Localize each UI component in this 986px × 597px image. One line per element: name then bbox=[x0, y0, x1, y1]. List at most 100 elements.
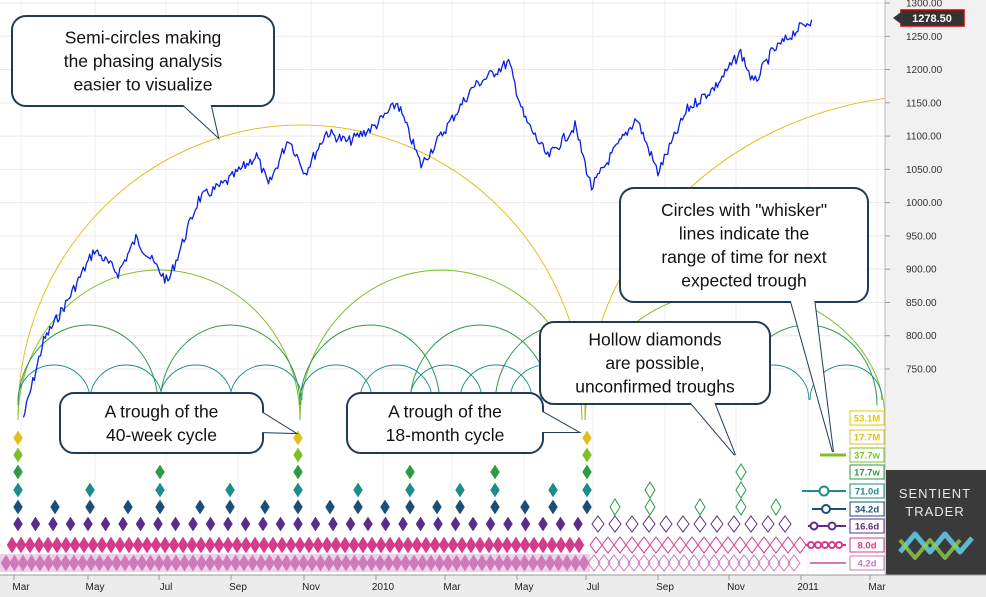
trough-diamond bbox=[85, 482, 95, 498]
callout-box bbox=[539, 321, 771, 405]
callout-whisker-circles: Circles with "whisker" lines indicate the… bbox=[619, 187, 869, 453]
unconfirmed-trough-diamond bbox=[727, 554, 741, 572]
trough-diamond bbox=[222, 536, 234, 554]
trough-diamond bbox=[196, 554, 207, 572]
unconfirmed-trough-diamond bbox=[697, 536, 711, 554]
trough-diamond bbox=[490, 482, 500, 498]
trough-diamond bbox=[24, 536, 36, 554]
trough-diamond bbox=[68, 554, 80, 572]
trough-diamond bbox=[195, 536, 207, 554]
trough-diamond bbox=[223, 516, 233, 532]
x-tick-label: 2011 bbox=[797, 582, 819, 593]
trough-diamond bbox=[503, 516, 513, 532]
arc-20-week-cycle bbox=[159, 324, 301, 406]
trough-diamond bbox=[177, 536, 189, 554]
cycle-label-5: 34.2d bbox=[855, 505, 879, 516]
trough-diamond bbox=[501, 536, 513, 554]
callout-tail-mask bbox=[258, 410, 295, 433]
cycle-label-box bbox=[849, 501, 885, 517]
unconfirmed-trough-diamond bbox=[676, 515, 690, 533]
trough-diamond bbox=[260, 499, 270, 515]
arc-80-day-cycle bbox=[89, 364, 163, 401]
trough-diamond bbox=[456, 536, 468, 554]
trough-diamond bbox=[249, 536, 261, 554]
trough-diamond bbox=[285, 536, 297, 554]
unconfirmed-trough-diamond bbox=[697, 554, 711, 572]
trough-diamond bbox=[492, 536, 504, 554]
arc-80-day-cycle bbox=[229, 364, 303, 401]
trough-diamond bbox=[490, 499, 500, 515]
callout-text-line: 40-week cycle bbox=[106, 425, 217, 445]
arc-80-day-cycle bbox=[459, 364, 533, 401]
trough-diamond bbox=[13, 499, 23, 515]
unconfirmed-trough-diamond bbox=[694, 498, 706, 516]
trough-diamond bbox=[123, 499, 133, 515]
trough-diamond bbox=[332, 554, 343, 572]
callout-40-week-trough: A trough of the 40-week cycle bbox=[59, 392, 299, 454]
y-tick-label: 1250.00 bbox=[906, 32, 943, 43]
trough-diamond bbox=[537, 536, 549, 554]
trough-diamond bbox=[170, 554, 182, 572]
trough-diamond bbox=[293, 482, 303, 498]
trough-diamond bbox=[325, 499, 335, 515]
x-tick-label: May bbox=[86, 582, 105, 593]
trough-diamond bbox=[357, 536, 369, 554]
trough-diamond bbox=[455, 482, 465, 498]
trough-diamond bbox=[258, 516, 268, 532]
unconfirmed-trough-diamond bbox=[757, 536, 771, 554]
callout-text-line: A trough of the bbox=[105, 401, 219, 421]
trough-diamond bbox=[349, 554, 360, 572]
trough-diamond bbox=[240, 536, 252, 554]
trough-diamond bbox=[155, 499, 165, 515]
trough-diamond bbox=[155, 464, 165, 480]
trough-diamond bbox=[33, 536, 45, 554]
arc-20-week-cycle bbox=[299, 324, 441, 406]
trough-diamond bbox=[247, 554, 258, 572]
trough-diamond bbox=[159, 536, 171, 554]
unconfirmed-trough-diamond bbox=[657, 554, 671, 572]
trough-diamond bbox=[77, 554, 88, 572]
trough-diamond bbox=[561, 554, 573, 572]
trough-diamond bbox=[442, 554, 454, 572]
trough-diamond bbox=[520, 516, 531, 532]
whisker-circle-icon bbox=[828, 541, 836, 549]
unconfirmed-trough-diamond bbox=[617, 554, 631, 572]
trough-diamond bbox=[118, 516, 128, 532]
trough-diamond bbox=[26, 554, 37, 572]
unconfirmed-trough-diamond bbox=[787, 554, 801, 572]
y-tick-label: 1050.00 bbox=[906, 165, 943, 176]
trough-diamond bbox=[289, 554, 301, 572]
trough-diamond bbox=[357, 554, 369, 572]
trough-diamond bbox=[65, 516, 76, 532]
trough-diamond bbox=[519, 554, 530, 572]
trough-diamond bbox=[105, 536, 117, 554]
trough-diamond bbox=[205, 516, 216, 532]
trough-diamond bbox=[96, 536, 108, 554]
callout-tail-mask bbox=[539, 410, 578, 432]
cycle-label-box bbox=[849, 555, 885, 571]
trough-diamond bbox=[353, 482, 363, 498]
trough-diamond bbox=[553, 554, 564, 572]
trough-diamond bbox=[459, 554, 471, 572]
trough-diamond bbox=[213, 554, 224, 572]
unconfirmed-trough-diamond bbox=[770, 498, 782, 516]
unconfirmed-trough-diamond bbox=[625, 515, 639, 533]
logo-text-line1: SENTIENT bbox=[899, 486, 971, 501]
callout-text-line: are possible, bbox=[605, 353, 704, 373]
arc-20-week-cycle bbox=[17, 324, 159, 406]
x-tick-label: Mar bbox=[868, 582, 886, 593]
y-tick-label: 1200.00 bbox=[906, 65, 943, 76]
unconfirmed-trough-diamond bbox=[673, 536, 687, 554]
trough-diamond bbox=[408, 554, 420, 572]
trough-diamond bbox=[468, 554, 479, 572]
trough-diamond bbox=[528, 536, 540, 554]
trough-diamond bbox=[9, 554, 20, 572]
trough-diamond bbox=[455, 499, 465, 515]
trough-diamond bbox=[366, 536, 378, 554]
unconfirmed-trough-diamond bbox=[608, 515, 622, 533]
callout-text-line: Hollow diamonds bbox=[588, 330, 722, 350]
trough-diamond bbox=[255, 554, 267, 572]
unconfirmed-trough-diamond bbox=[677, 554, 691, 572]
trough-diamond bbox=[527, 554, 539, 572]
arc-18-month-cycle bbox=[17, 124, 586, 416]
